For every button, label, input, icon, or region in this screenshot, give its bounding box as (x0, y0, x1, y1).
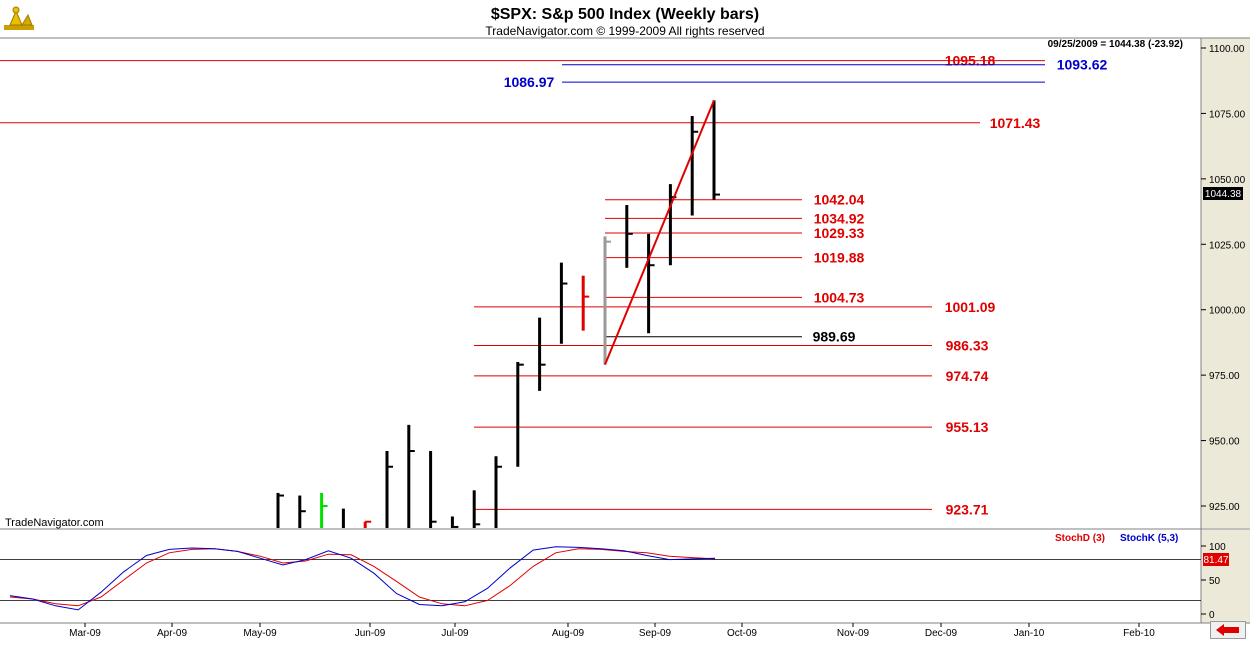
price-tick-label: 925.00 (1209, 502, 1240, 513)
weekly-bars (276, 100, 720, 528)
price-tick-label: 1075.00 (1209, 109, 1246, 120)
stoch-k-line (9, 546, 716, 611)
level-label: 1042.04 (814, 192, 865, 208)
month-tick-label: Mar-09 (69, 628, 101, 639)
trendline-layer (604, 99, 715, 366)
stoch-tick-label: 100 (1209, 542, 1226, 553)
stoch-tick-label: 0 (1209, 610, 1215, 621)
level-label: 986.33 (946, 337, 989, 353)
last-price-tag-bg (1203, 187, 1243, 200)
month-tick-label: Apr-09 (157, 628, 187, 639)
month-tick-label: Aug-09 (552, 628, 585, 639)
last-price-tag: 1044.38 (1205, 189, 1242, 200)
price-tick-label: 1025.00 (1209, 240, 1246, 251)
level-label: 955.13 (946, 419, 989, 435)
stoch-d-line (9, 548, 716, 607)
month-tick-label: Oct-09 (727, 628, 757, 639)
chart-title: $SPX: S&p 500 Index (Weekly bars) (491, 6, 759, 23)
stoch-value-tag: 81.47 (1203, 555, 1228, 566)
stochastic-panel: 0 50 100 (0, 542, 1226, 621)
last-price-info: 09/25/2009 = 1044.38 (-23.92) (1048, 39, 1183, 50)
level-label: 1071.43 (990, 115, 1041, 131)
price-tick-label: 1100.00 (1209, 44, 1245, 55)
trading-logo-icon[interactable] (2, 3, 36, 33)
stoch-d-legend: StochD (3) (1055, 533, 1105, 544)
month-tick-label: Jan-10 (1014, 628, 1045, 639)
level-label: 1004.73 (814, 289, 865, 305)
price-axis-ticks: 925.00 950.00 975.00 1000.00 1025.00 1050.00 1… (1201, 44, 1246, 513)
level-label: 1086.97 (504, 74, 555, 90)
stoch-tick-label: 50 (1209, 576, 1221, 587)
month-tick-label: May-09 (243, 628, 277, 639)
price-tick-label: 950.00 (1209, 437, 1240, 448)
level-label: 1034.92 (814, 210, 865, 226)
level-label: 1093.62 (1057, 57, 1108, 73)
stoch-k-legend: StochK (5,3) (1120, 533, 1178, 544)
month-tick-label: Nov-09 (837, 628, 870, 639)
level-label: 1001.09 (945, 299, 996, 315)
level-label: 923.71 (946, 501, 989, 517)
trendline (604, 99, 715, 366)
month-tick-label: Dec-09 (925, 628, 958, 639)
watermark: TradeNavigator.com (5, 517, 104, 529)
level-label: 989.69 (813, 329, 856, 345)
chart-subtitle: TradeNavigator.com © 1999-2009 All right… (485, 24, 764, 38)
month-tick-label: Sep-09 (639, 628, 672, 639)
level-label: 1019.88 (814, 250, 865, 266)
stoch-value-tag-bg (1203, 553, 1229, 566)
month-tick-label: Jul-09 (441, 628, 469, 639)
level-label: 1029.33 (814, 225, 865, 241)
level-label: 1095.18 (945, 53, 996, 69)
price-tick-label: 975.00 (1209, 371, 1240, 382)
scroll-left-button[interactable] (1210, 621, 1246, 639)
stoch-axis-strip (1201, 530, 1250, 623)
month-tick-label: Jun-09 (355, 628, 386, 639)
price-tick-label: 1050.00 (1209, 175, 1246, 186)
fib-level-lines: 1095.18 1093.62 1086.97 1071.43 1042.04 1034.… (0, 53, 1108, 517)
month-axis: Mar-09 Apr-09 May-09 Jun-09 Jul-09 Aug-09 Sep-… (69, 623, 1155, 639)
month-tick-label: Feb-10 (1123, 628, 1155, 639)
price-tick-label: 1000.00 (1209, 306, 1246, 317)
red-left-arrow-icon (1216, 624, 1239, 636)
price-axis-strip (1201, 38, 1250, 528)
level-label: 974.74 (946, 368, 989, 384)
